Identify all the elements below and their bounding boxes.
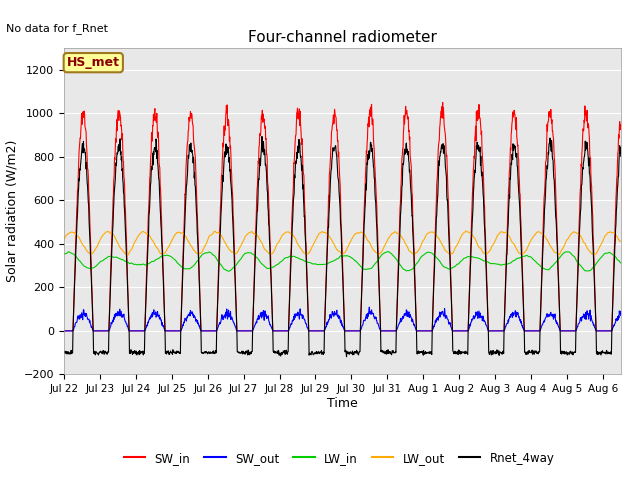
SW_out	[559, 328, 566, 334]
LW_out	[617, 239, 625, 244]
Rnet_4way	[342, 354, 350, 360]
Line: LW_in: LW_in	[64, 252, 621, 271]
LW_out	[72, 231, 79, 237]
Rnet_4way	[617, 154, 625, 159]
Line: LW_out: LW_out	[64, 231, 621, 255]
Line: Rnet_4way: Rnet_4way	[64, 136, 621, 357]
SW_in	[617, 122, 625, 128]
SW_in	[408, 179, 415, 185]
SW_in	[60, 328, 68, 334]
Rnet_4way	[258, 133, 266, 139]
Legend: SW_in, SW_out, LW_in, LW_out, Rnet_4way: SW_in, SW_out, LW_in, LW_out, Rnet_4way	[119, 447, 559, 469]
SW_in	[385, 328, 392, 334]
X-axis label: Time: Time	[327, 397, 358, 410]
Rnet_4way	[559, 348, 566, 354]
Rnet_4way	[385, 349, 393, 355]
Text: No data for f_Rnet: No data for f_Rnet	[6, 23, 108, 34]
LW_out	[318, 229, 326, 235]
LW_out	[125, 251, 132, 257]
LW_out	[60, 236, 68, 242]
SW_in	[125, 303, 132, 309]
SW_out	[72, 320, 79, 326]
SW_out	[385, 328, 392, 334]
SW_out	[317, 328, 325, 334]
Rnet_4way	[125, 307, 132, 312]
LW_in	[60, 252, 68, 257]
SW_in	[317, 328, 325, 334]
SW_in	[439, 99, 447, 105]
Rnet_4way	[318, 351, 326, 357]
LW_out	[559, 246, 566, 252]
SW_out	[617, 312, 625, 318]
Title: Four-channel radiometer: Four-channel radiometer	[248, 30, 437, 46]
Line: SW_out: SW_out	[64, 307, 621, 331]
LW_in	[385, 249, 393, 255]
Y-axis label: Solar radiation (W/m2): Solar radiation (W/m2)	[5, 140, 18, 282]
LW_in	[72, 253, 79, 259]
SW_out	[125, 326, 132, 332]
LW_in	[408, 266, 416, 272]
LW_out	[385, 235, 392, 241]
LW_in	[384, 249, 392, 254]
LW_in	[559, 251, 566, 257]
LW_in	[617, 260, 625, 266]
Line: SW_in: SW_in	[64, 102, 621, 331]
SW_in	[72, 238, 79, 244]
SW_out	[408, 319, 416, 324]
Rnet_4way	[408, 213, 416, 219]
Rnet_4way	[60, 348, 68, 354]
LW_in	[125, 260, 132, 265]
SW_out	[365, 304, 373, 310]
LW_out	[408, 250, 416, 256]
SW_out	[60, 328, 68, 334]
Rnet_4way	[72, 255, 79, 261]
LW_in	[225, 268, 233, 274]
Text: HS_met: HS_met	[67, 56, 120, 69]
SW_in	[559, 328, 566, 334]
LW_out	[462, 228, 470, 234]
LW_out	[124, 252, 131, 258]
LW_in	[318, 262, 326, 267]
